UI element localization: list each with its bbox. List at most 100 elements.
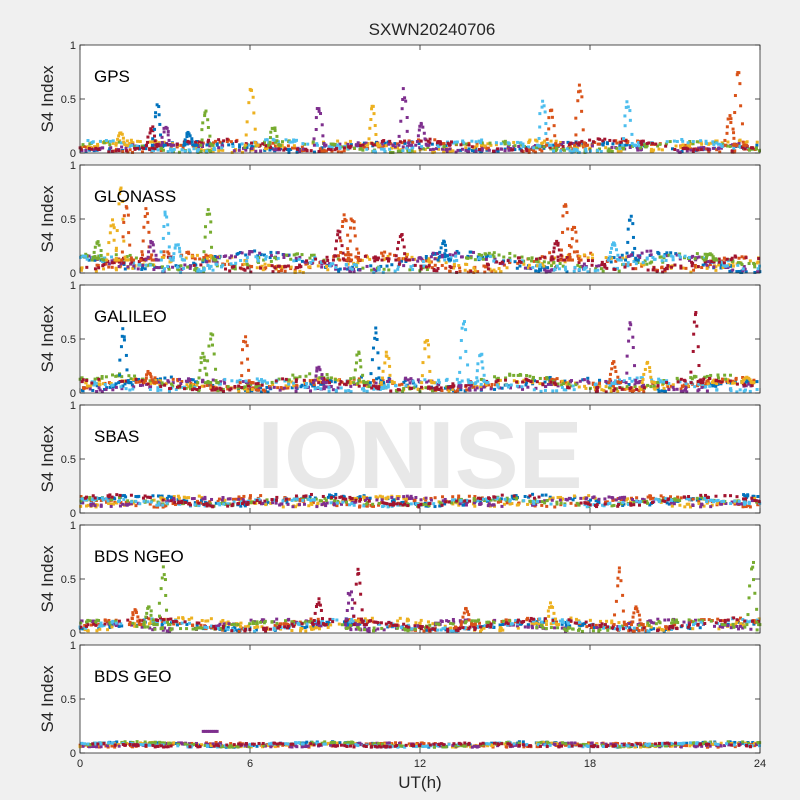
data-point <box>619 140 623 144</box>
spike-point <box>214 258 218 262</box>
data-point <box>166 264 170 268</box>
data-point <box>127 502 131 506</box>
data-point <box>216 389 220 393</box>
data-point <box>88 142 92 146</box>
data-point <box>521 380 525 384</box>
data-point <box>699 139 703 143</box>
data-point <box>626 139 630 143</box>
data-point <box>542 146 546 150</box>
data-point <box>568 149 572 153</box>
data-point <box>196 269 200 273</box>
data-point <box>271 501 275 505</box>
data-point <box>364 143 368 147</box>
data-point <box>496 378 500 382</box>
data-point <box>703 260 707 264</box>
data-point <box>703 262 707 266</box>
data-point <box>469 269 473 273</box>
data-point <box>186 265 190 269</box>
data-point <box>140 256 144 260</box>
data-point <box>129 377 133 381</box>
spike-point <box>725 131 729 135</box>
data-point <box>433 388 437 392</box>
spike-point <box>346 251 350 255</box>
data-point <box>326 147 330 151</box>
data-point <box>487 148 491 152</box>
spike-point <box>144 258 148 262</box>
data-point <box>669 254 673 258</box>
data-point <box>716 373 720 377</box>
spike-point <box>705 254 709 258</box>
data-point <box>483 270 487 274</box>
data-point <box>665 382 669 386</box>
data-point <box>347 145 351 149</box>
data-point <box>261 268 265 272</box>
data-point <box>652 384 656 388</box>
spike-point <box>358 258 362 262</box>
data-point <box>676 378 680 382</box>
data-point <box>381 387 385 391</box>
data-point <box>468 388 472 392</box>
data-point <box>657 500 661 504</box>
data-point <box>615 146 619 150</box>
data-point <box>85 495 89 499</box>
data-point <box>627 502 631 506</box>
data-point <box>728 269 732 273</box>
data-point <box>411 268 415 272</box>
data-point <box>669 265 673 269</box>
spike-point <box>550 115 554 119</box>
data-point <box>88 384 92 388</box>
data-point <box>397 495 401 499</box>
data-point <box>285 147 289 151</box>
data-point <box>226 502 230 506</box>
data-point <box>662 380 666 384</box>
data-point <box>348 139 352 143</box>
data-point <box>679 377 683 381</box>
data-point <box>444 144 448 148</box>
data-point <box>672 502 676 506</box>
data-point <box>386 495 390 499</box>
data-point <box>735 495 739 499</box>
data-point <box>245 387 249 391</box>
data-point <box>618 386 622 390</box>
data-point <box>188 387 192 391</box>
data-point <box>651 268 655 272</box>
data-point <box>312 383 316 387</box>
data-point <box>284 253 288 257</box>
data-point <box>242 262 246 266</box>
data-point <box>165 143 169 147</box>
data-point <box>349 377 353 381</box>
spike-point <box>148 131 152 135</box>
data-point <box>632 501 636 505</box>
data-point <box>580 139 584 143</box>
data-point <box>104 388 108 392</box>
spike-point <box>740 122 744 126</box>
data-point <box>500 386 504 390</box>
data-point <box>167 267 171 271</box>
data-point <box>521 144 525 148</box>
data-point <box>146 495 150 499</box>
data-point <box>640 384 644 388</box>
data-point <box>413 263 417 267</box>
data-point <box>419 139 423 143</box>
data-point <box>132 264 136 268</box>
spike-point <box>206 381 210 385</box>
data-point <box>269 259 273 263</box>
data-point <box>661 260 665 264</box>
spike-point <box>559 253 563 257</box>
spike-point <box>166 133 170 137</box>
data-point <box>287 380 291 384</box>
spike-point <box>401 238 405 242</box>
spike-point <box>549 143 553 147</box>
data-point <box>149 500 153 504</box>
data-point <box>86 139 90 143</box>
data-point <box>318 380 322 384</box>
data-point <box>534 386 538 390</box>
data-point <box>567 143 571 147</box>
data-point <box>577 260 581 264</box>
data-point <box>600 263 604 267</box>
spike-point <box>338 230 342 234</box>
data-point <box>292 253 296 257</box>
data-point <box>381 254 385 258</box>
data-point <box>675 376 679 380</box>
